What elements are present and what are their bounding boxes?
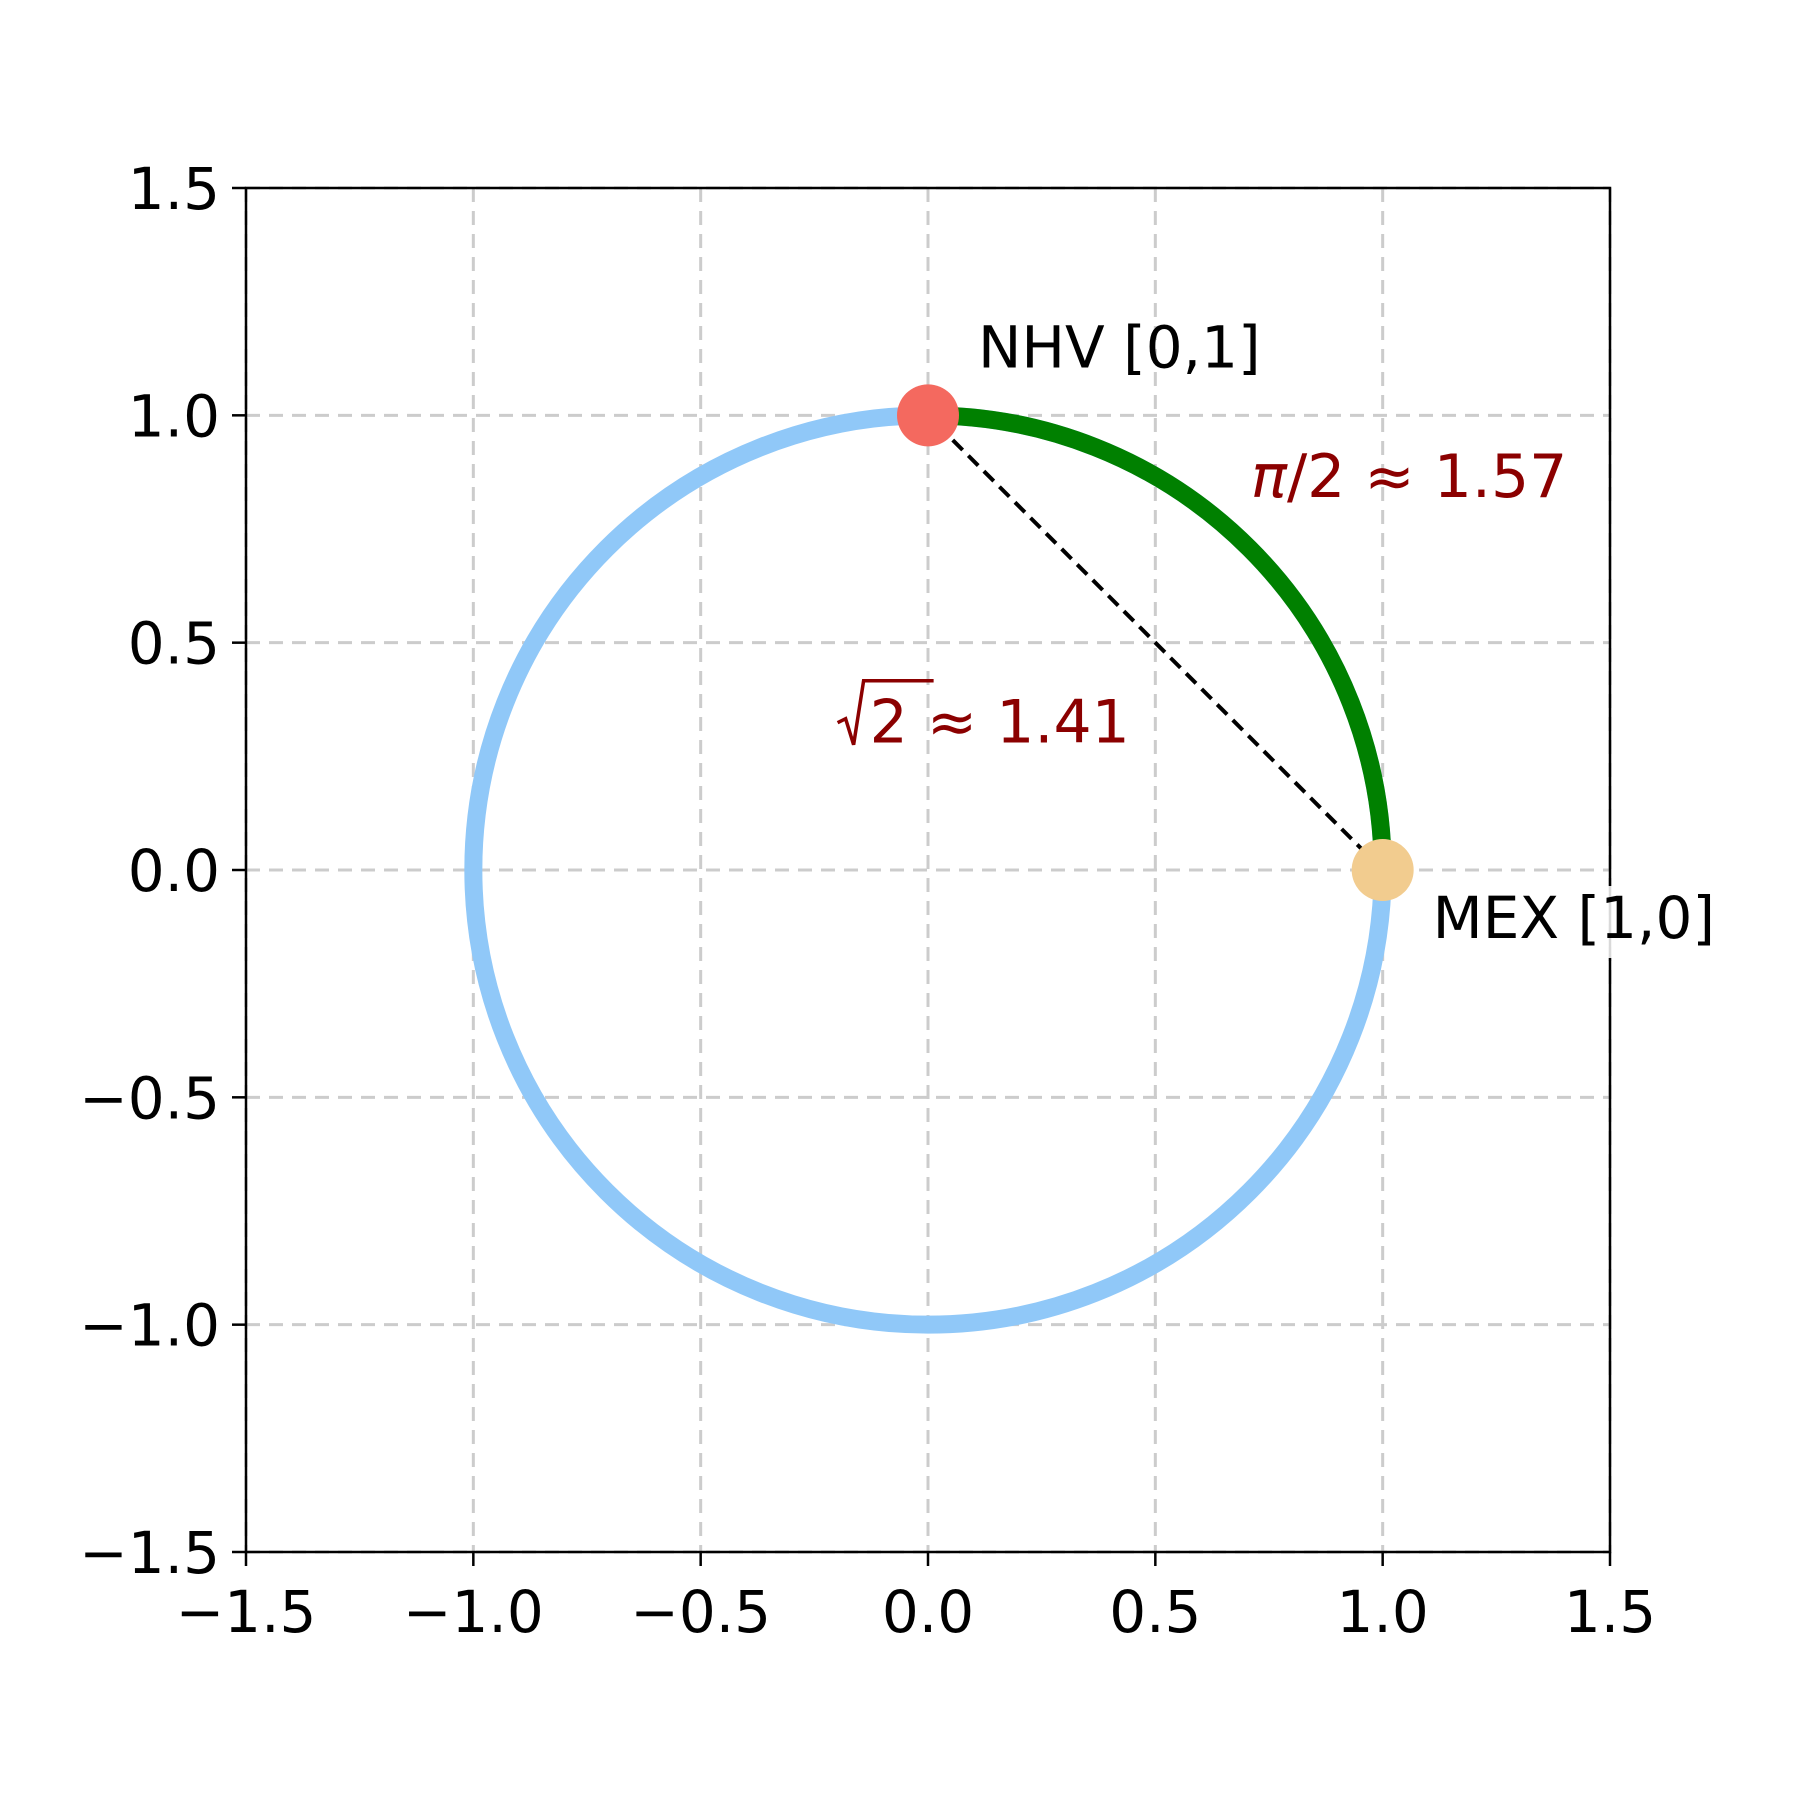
- arc-length-label: π/2 ≈ 1.57: [1251, 442, 1568, 512]
- x-tick-label: −1.5: [176, 1578, 317, 1646]
- y-tick-label: 0.5: [128, 610, 220, 678]
- point-label-0: NHV [0,1]: [978, 313, 1261, 381]
- point-label-bg: [1424, 886, 1724, 958]
- chord-length-value: ≈ 1.41: [908, 688, 1130, 758]
- chord-line: [926, 413, 1385, 872]
- x-tick-label: 0.0: [882, 1578, 974, 1646]
- y-tick-label: 1.0: [128, 382, 220, 450]
- quarter-arc: [927, 406, 1392, 871]
- x-tick-label: −1.0: [403, 1578, 544, 1646]
- points-layer: [897, 384, 1414, 901]
- x-tick-label: 1.0: [1337, 1578, 1429, 1646]
- chord-length-radicand: 2: [870, 688, 908, 758]
- y-tick-label: −1.5: [79, 1519, 220, 1587]
- labels-layer: NHV [0,1] MEX [1,0] π/2 ≈ 1.57 2 ≈ 1.41: [836, 313, 1724, 958]
- y-tick-label: 0.0: [128, 837, 220, 905]
- arc-length-value: /2 ≈ 1.57: [1287, 442, 1567, 512]
- point-marker-1: [1351, 839, 1414, 901]
- axis-ticks: −1.5 −1.0 −0.5 0.0 0.5 1.0 1.5 −1.5 −1.0 −0.5 0.0 0…: [79, 155, 1656, 1646]
- y-tick-label: 1.5: [128, 155, 220, 223]
- arc-length-pi: π: [1251, 442, 1288, 512]
- chord-length-label: 2 ≈ 1.41: [870, 688, 1130, 758]
- y-tick-label: −0.5: [79, 1064, 220, 1132]
- point-marker-0: [897, 384, 959, 447]
- point-label-1: MEX [1,0]: [1433, 884, 1715, 952]
- x-tick-label: −0.5: [630, 1578, 771, 1646]
- y-tick-label: −1.0: [79, 1292, 220, 1360]
- x-tick-label: 1.5: [1564, 1578, 1656, 1646]
- sqrt-symbol: [836, 678, 934, 746]
- x-tick-label: 0.5: [1109, 1578, 1201, 1646]
